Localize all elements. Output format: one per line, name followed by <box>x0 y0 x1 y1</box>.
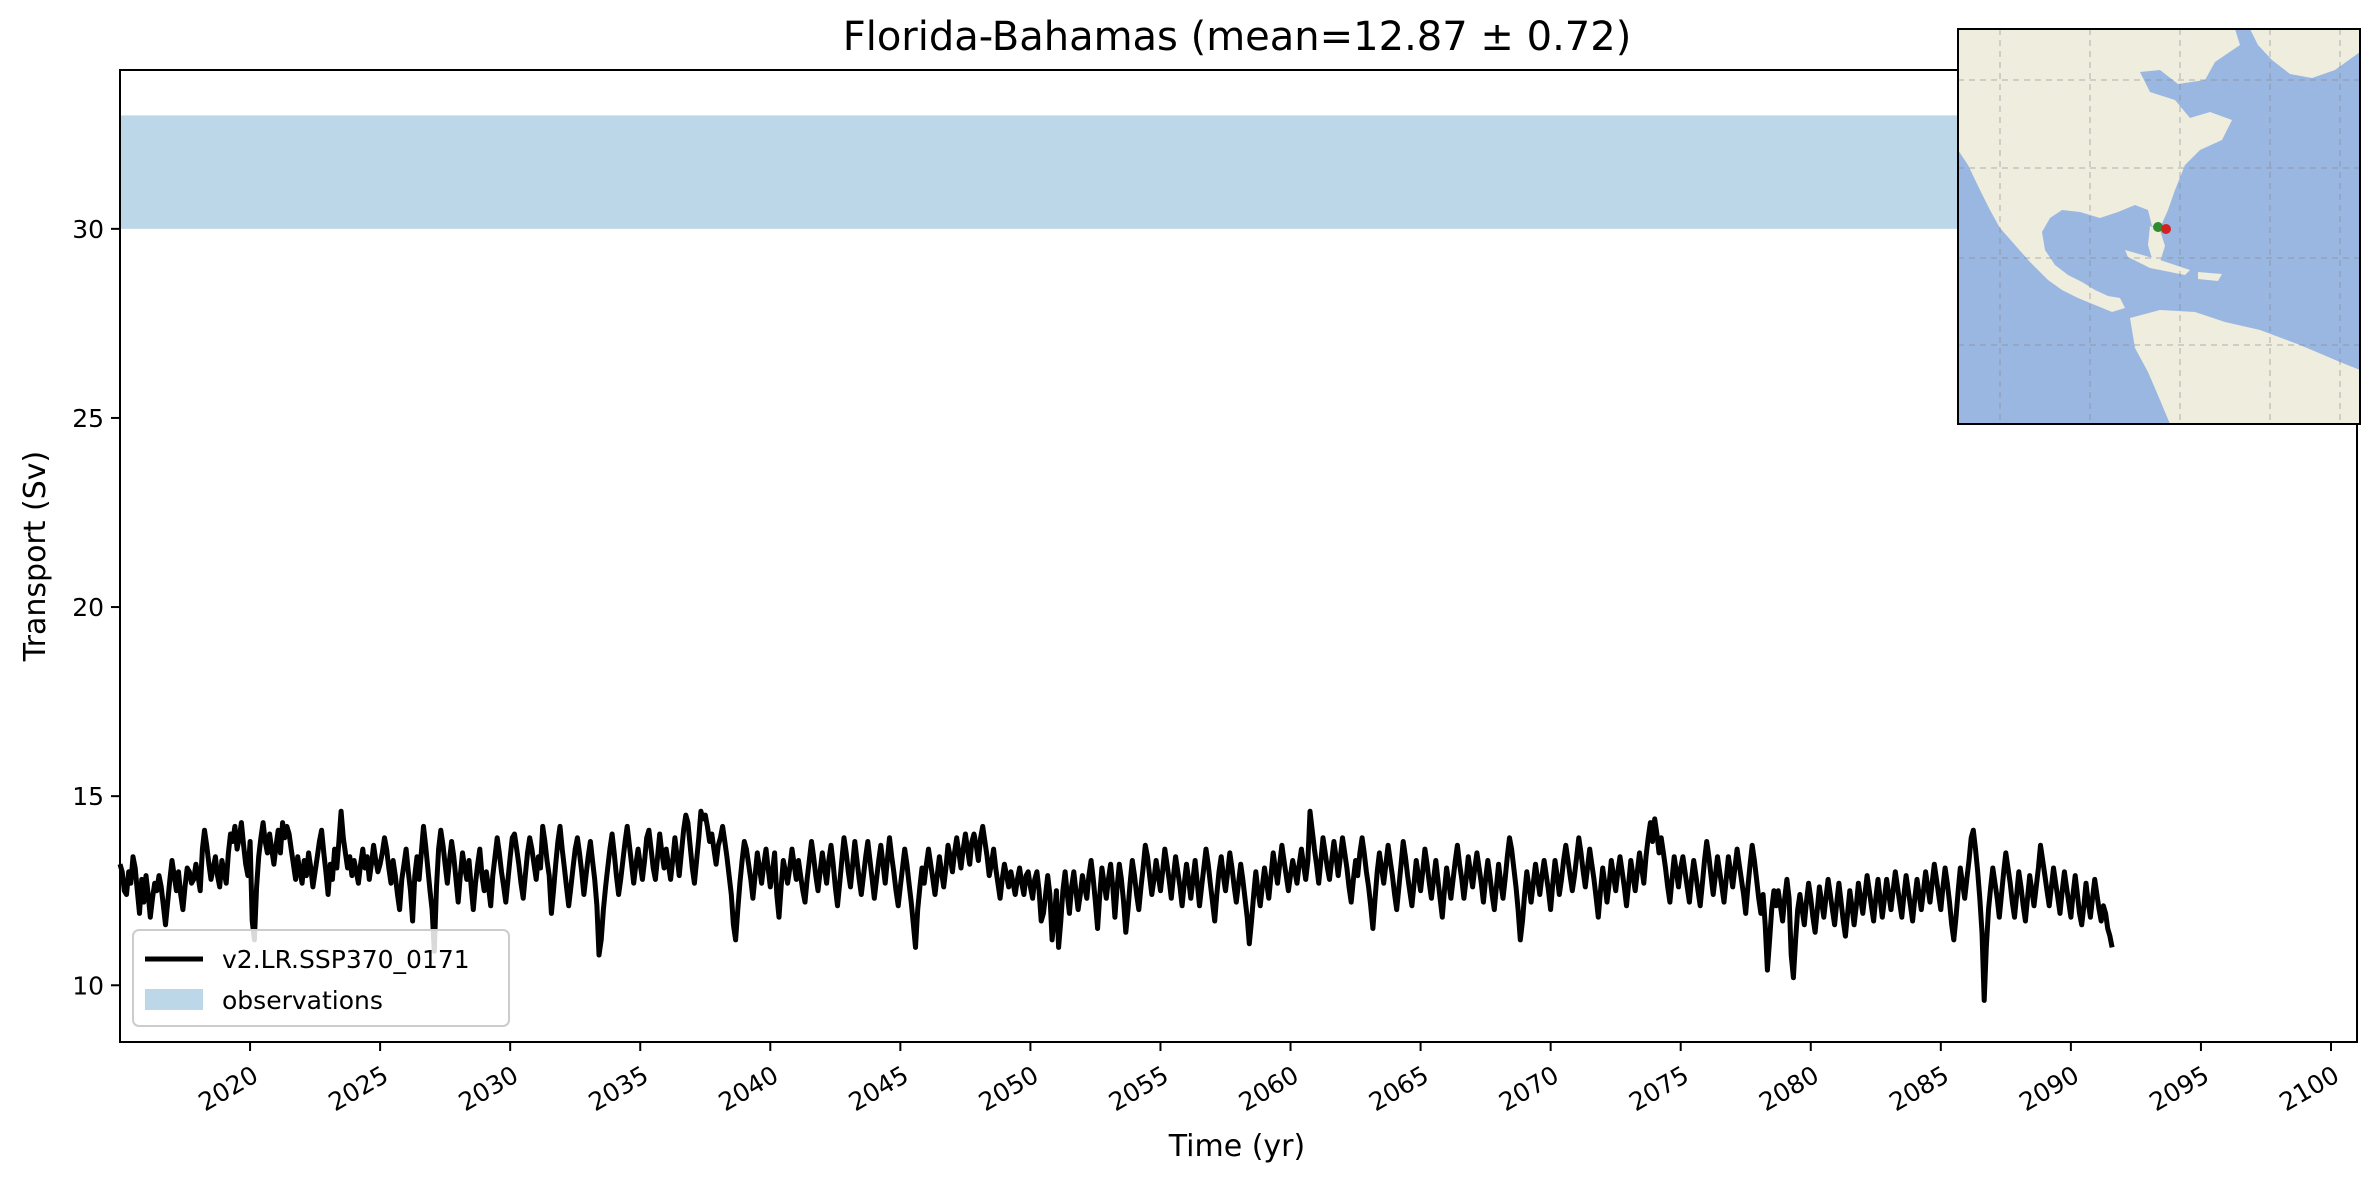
x-tick-label: 2030 <box>454 1060 524 1117</box>
legend-box <box>132 929 510 1027</box>
inset-map <box>1957 28 2361 425</box>
x-tick-label: 2090 <box>2014 1060 2084 1117</box>
x-tick-label: 2060 <box>1234 1060 1304 1117</box>
x-tick-label: 2050 <box>974 1060 1044 1117</box>
map-gridlines <box>1958 29 2360 424</box>
x-tick-label: 2065 <box>1364 1060 1434 1117</box>
map-land <box>1958 29 2360 424</box>
x-tick-label: 2040 <box>714 1060 784 1117</box>
x-tick-label: 2100 <box>2274 1060 2344 1117</box>
legend-swatch-observations <box>145 989 203 1010</box>
axes-frame <box>119 69 2358 1043</box>
legend: v2.LR.SSP370_0171 observations <box>132 929 510 1027</box>
y-axis-ticks: 10 15 20 25 30 <box>72 215 120 1000</box>
series-line-v2-lr-ssp370-0171 <box>117 808 2115 1003</box>
map-marker-end <box>2161 224 2171 234</box>
legend-label-observations: observations <box>222 986 383 1015</box>
y-axis-label: Transport (Sv) <box>18 451 53 663</box>
x-axis-label: Time (yr) <box>1168 1129 1305 1164</box>
x-tick-label: 2085 <box>1884 1060 1954 1117</box>
x-tick-label: 2035 <box>584 1060 654 1117</box>
map-marker-start <box>2153 222 2163 232</box>
x-tick-label: 2075 <box>1624 1060 1694 1117</box>
y-tick-label: 30 <box>72 215 104 244</box>
x-axis-ticks: 2020 2025 2030 2035 2040 2045 2050 2055 2060 2065… <box>193 1042 2344 1117</box>
x-tick-label: 2080 <box>1754 1060 1824 1117</box>
y-tick-label: 15 <box>72 782 104 811</box>
x-tick-label: 2020 <box>193 1060 263 1117</box>
x-tick-label: 2095 <box>2144 1060 2214 1117</box>
x-tick-label: 2045 <box>844 1060 914 1117</box>
inset-map-frame <box>1957 28 2361 425</box>
y-tick-label: 20 <box>72 593 104 622</box>
y-tick-label: 25 <box>72 404 104 433</box>
legend-label-series: v2.LR.SSP370_0171 <box>222 945 470 974</box>
x-tick-label: 2070 <box>1494 1060 1564 1117</box>
x-tick-label: 2055 <box>1104 1060 1174 1117</box>
y-tick-label: 10 <box>72 971 104 1000</box>
chart-title: Florida-Bahamas (mean=12.87 ± 0.72) <box>843 14 1632 60</box>
x-tick-label: 2025 <box>324 1060 394 1117</box>
